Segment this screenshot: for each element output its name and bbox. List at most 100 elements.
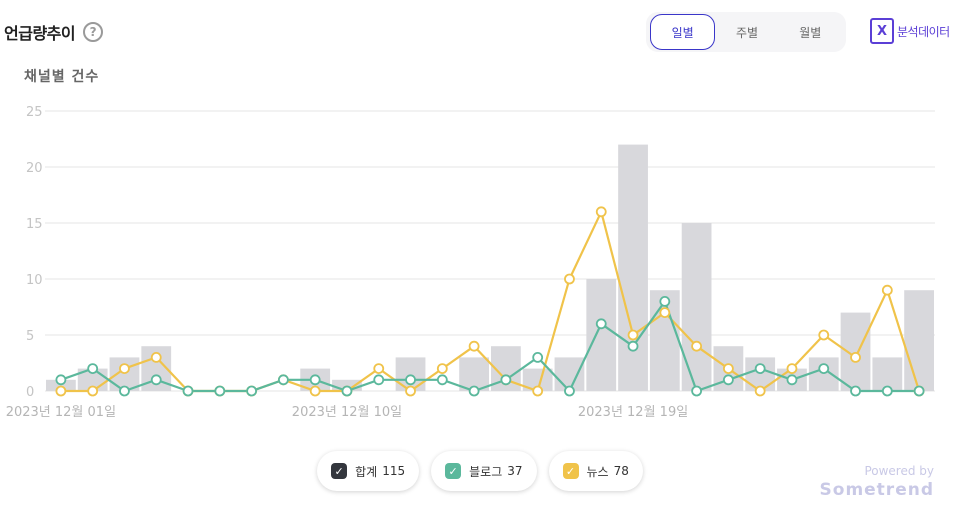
series-point xyxy=(150,351,162,363)
y-tick-labels: 0 5 10 15 20 25 xyxy=(26,105,43,400)
series-point xyxy=(373,374,385,386)
series-point xyxy=(309,374,321,386)
legend-label: 합계 xyxy=(355,464,378,479)
series-point xyxy=(627,340,639,352)
checkbox-checked-icon: ✓ xyxy=(562,463,579,479)
grid-lines xyxy=(45,110,935,392)
series-point xyxy=(659,307,671,319)
series-point xyxy=(468,340,480,352)
series-point xyxy=(691,340,703,352)
bar-total xyxy=(459,357,489,391)
legend-count: 37 xyxy=(507,464,523,478)
series-point xyxy=(405,374,416,386)
bar-total xyxy=(46,379,76,391)
series-point xyxy=(119,363,130,375)
y-tick-label: 20 xyxy=(26,161,43,176)
series-line xyxy=(60,300,920,393)
period-toggle: 일별 주별 월별 xyxy=(646,12,846,52)
series-point xyxy=(722,374,734,386)
bar-total xyxy=(554,357,585,391)
x-tick-label: 2023년 12월 19일 xyxy=(578,405,688,420)
series-point xyxy=(119,385,130,397)
series-point xyxy=(850,385,861,397)
series-point xyxy=(818,363,830,375)
export-label: 분석데이터 xyxy=(897,24,950,39)
powered-by-text: Powered by xyxy=(864,464,934,478)
legend-item-news[interactable]: ✓ 뉴스 78 xyxy=(548,451,643,491)
tab-monthly[interactable]: 월별 xyxy=(799,25,822,40)
x-tick-label: 2023년 12월 01일 xyxy=(6,405,116,420)
series-point xyxy=(722,363,734,375)
tab-weekly[interactable]: 주별 xyxy=(735,25,759,40)
bar-total xyxy=(745,357,776,391)
series-point xyxy=(277,374,289,386)
brand-logo: Sometrend xyxy=(819,480,934,500)
bar-total xyxy=(522,368,553,391)
series-point xyxy=(87,363,99,375)
x-tick-label: 2023년 12월 10일 xyxy=(292,405,402,420)
excel-icon: X xyxy=(870,18,894,44)
series-point xyxy=(214,385,226,397)
series-point xyxy=(913,385,925,397)
y-tick-label: 15 xyxy=(26,217,43,232)
chart-legend: ✓ 합계 115 ✓ 블로그 37 ✓ 뉴스 78 xyxy=(0,451,960,491)
series-point xyxy=(850,351,861,363)
bar-total xyxy=(618,144,648,391)
series-point xyxy=(87,385,99,397)
y-tick-label: 0 xyxy=(26,385,34,400)
help-icon[interactable]: ? xyxy=(83,22,104,42)
series-point xyxy=(309,385,321,397)
legend-count: 78 xyxy=(613,464,629,478)
bar-total xyxy=(649,290,680,391)
bar-total xyxy=(332,379,362,391)
series-points xyxy=(55,206,925,397)
series-point xyxy=(786,374,798,386)
chart-header: 언급량추이 ? xyxy=(4,20,104,44)
series-point xyxy=(532,351,544,363)
chart-title: 언급량추이 xyxy=(4,24,76,43)
series-point xyxy=(754,385,766,397)
y-tick-label: 5 xyxy=(26,329,34,344)
series-point xyxy=(659,295,671,307)
series-point xyxy=(564,273,575,285)
x-tick-labels: 2023년 12월 01일 2023년 12월 10일 2023년 12월 19일 xyxy=(6,405,688,420)
legend-item-total[interactable]: ✓ 합계 115 xyxy=(317,451,420,491)
series-point xyxy=(405,385,416,397)
series-point xyxy=(468,385,480,397)
bar-total xyxy=(808,357,839,391)
y-axis-title: 채널별 건수 xyxy=(24,69,100,85)
series-point xyxy=(532,385,544,397)
series-point xyxy=(564,385,575,397)
series-point xyxy=(595,206,607,218)
series-point xyxy=(55,385,67,397)
series-point xyxy=(627,329,639,341)
bar-total xyxy=(586,279,617,391)
series-point xyxy=(55,374,67,386)
series-point xyxy=(818,329,830,341)
series-lines xyxy=(60,210,921,393)
legend-count: 115 xyxy=(382,464,406,478)
bar-total xyxy=(109,357,140,391)
bar-total xyxy=(840,312,871,391)
legend-label: 뉴스 xyxy=(586,464,609,479)
legend-label: 블로그 xyxy=(469,464,503,479)
checkbox-checked-icon: ✓ xyxy=(331,463,348,479)
series-point xyxy=(786,363,798,375)
tab-daily[interactable]: 일별 xyxy=(650,14,716,50)
legend-item-blog[interactable]: ✓ 블로그 37 xyxy=(431,451,537,491)
y-tick-label: 10 xyxy=(26,273,43,288)
series-point xyxy=(500,374,512,386)
series-point xyxy=(341,385,353,397)
series-point xyxy=(436,363,448,375)
series-point xyxy=(881,284,893,296)
series-point xyxy=(436,374,448,386)
series-point xyxy=(754,363,766,375)
powered-by: Powered by Sometrend xyxy=(820,464,934,500)
total-bars xyxy=(46,144,934,391)
bar-total xyxy=(872,357,903,391)
y-tick-label: 25 xyxy=(26,105,43,120)
bar-total xyxy=(904,290,934,391)
export-data-button[interactable]: X 분석데이터 xyxy=(870,18,950,44)
series-point xyxy=(182,385,194,397)
